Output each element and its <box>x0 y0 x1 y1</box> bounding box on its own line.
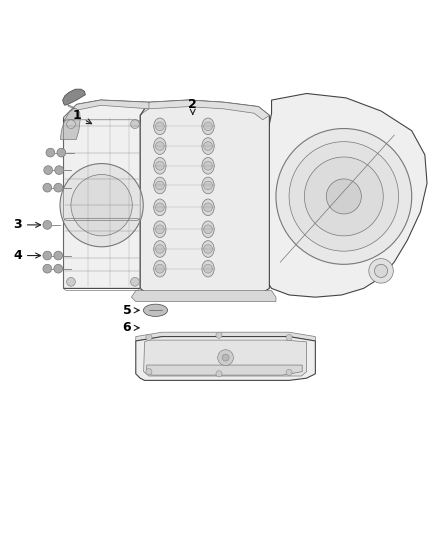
Polygon shape <box>63 89 85 106</box>
Ellipse shape <box>202 199 214 216</box>
Ellipse shape <box>202 221 214 238</box>
Polygon shape <box>140 100 269 120</box>
Ellipse shape <box>202 177 214 194</box>
Text: 6: 6 <box>123 321 139 334</box>
Polygon shape <box>64 100 149 288</box>
Circle shape <box>286 334 292 341</box>
Circle shape <box>155 245 164 253</box>
Circle shape <box>155 225 164 233</box>
Ellipse shape <box>154 118 166 135</box>
Text: 5: 5 <box>123 304 139 317</box>
Ellipse shape <box>154 157 166 174</box>
Circle shape <box>155 264 164 273</box>
Circle shape <box>67 278 75 286</box>
Ellipse shape <box>202 118 214 135</box>
Circle shape <box>155 142 164 150</box>
Circle shape <box>216 332 222 338</box>
Ellipse shape <box>143 304 167 317</box>
Circle shape <box>374 264 388 278</box>
Text: 4: 4 <box>13 249 41 262</box>
Ellipse shape <box>154 138 166 155</box>
Polygon shape <box>60 106 80 140</box>
Circle shape <box>54 264 63 273</box>
Polygon shape <box>136 336 315 381</box>
Circle shape <box>204 203 212 212</box>
Ellipse shape <box>154 260 166 277</box>
Text: 3: 3 <box>13 219 41 231</box>
Ellipse shape <box>154 221 166 238</box>
Polygon shape <box>136 332 315 341</box>
Circle shape <box>204 122 212 131</box>
Polygon shape <box>64 100 149 121</box>
Circle shape <box>43 264 52 273</box>
Circle shape <box>155 161 164 170</box>
Text: 2: 2 <box>188 98 197 114</box>
Ellipse shape <box>202 260 214 277</box>
Circle shape <box>155 203 164 212</box>
Circle shape <box>276 128 412 264</box>
Circle shape <box>46 148 55 157</box>
Circle shape <box>43 183 52 192</box>
Polygon shape <box>144 340 307 376</box>
Circle shape <box>326 179 361 214</box>
Circle shape <box>44 166 53 174</box>
Circle shape <box>216 371 222 377</box>
Circle shape <box>204 264 212 273</box>
Circle shape <box>131 120 139 128</box>
Circle shape <box>204 181 212 190</box>
Circle shape <box>54 183 63 192</box>
Circle shape <box>222 354 229 361</box>
Circle shape <box>304 157 383 236</box>
Ellipse shape <box>154 177 166 194</box>
Circle shape <box>43 251 52 260</box>
Text: 1: 1 <box>72 109 92 124</box>
Ellipse shape <box>202 157 214 174</box>
Circle shape <box>218 350 233 366</box>
Circle shape <box>55 166 64 174</box>
Circle shape <box>60 164 143 247</box>
Polygon shape <box>140 100 269 297</box>
Circle shape <box>204 225 212 233</box>
Circle shape <box>155 122 164 131</box>
Circle shape <box>146 368 152 375</box>
Polygon shape <box>261 93 427 297</box>
Circle shape <box>155 181 164 190</box>
Circle shape <box>204 161 212 170</box>
Circle shape <box>204 142 212 150</box>
Ellipse shape <box>202 241 214 257</box>
Circle shape <box>57 148 66 157</box>
Polygon shape <box>147 365 302 375</box>
Circle shape <box>286 369 292 376</box>
Circle shape <box>289 142 399 251</box>
Circle shape <box>71 174 132 236</box>
Ellipse shape <box>202 138 214 155</box>
Polygon shape <box>131 290 276 302</box>
Ellipse shape <box>154 241 166 257</box>
Circle shape <box>54 251 63 260</box>
Circle shape <box>131 278 139 286</box>
Circle shape <box>43 221 52 229</box>
Circle shape <box>204 245 212 253</box>
Circle shape <box>146 334 152 341</box>
Ellipse shape <box>154 199 166 216</box>
Circle shape <box>369 259 393 283</box>
Circle shape <box>67 120 75 128</box>
